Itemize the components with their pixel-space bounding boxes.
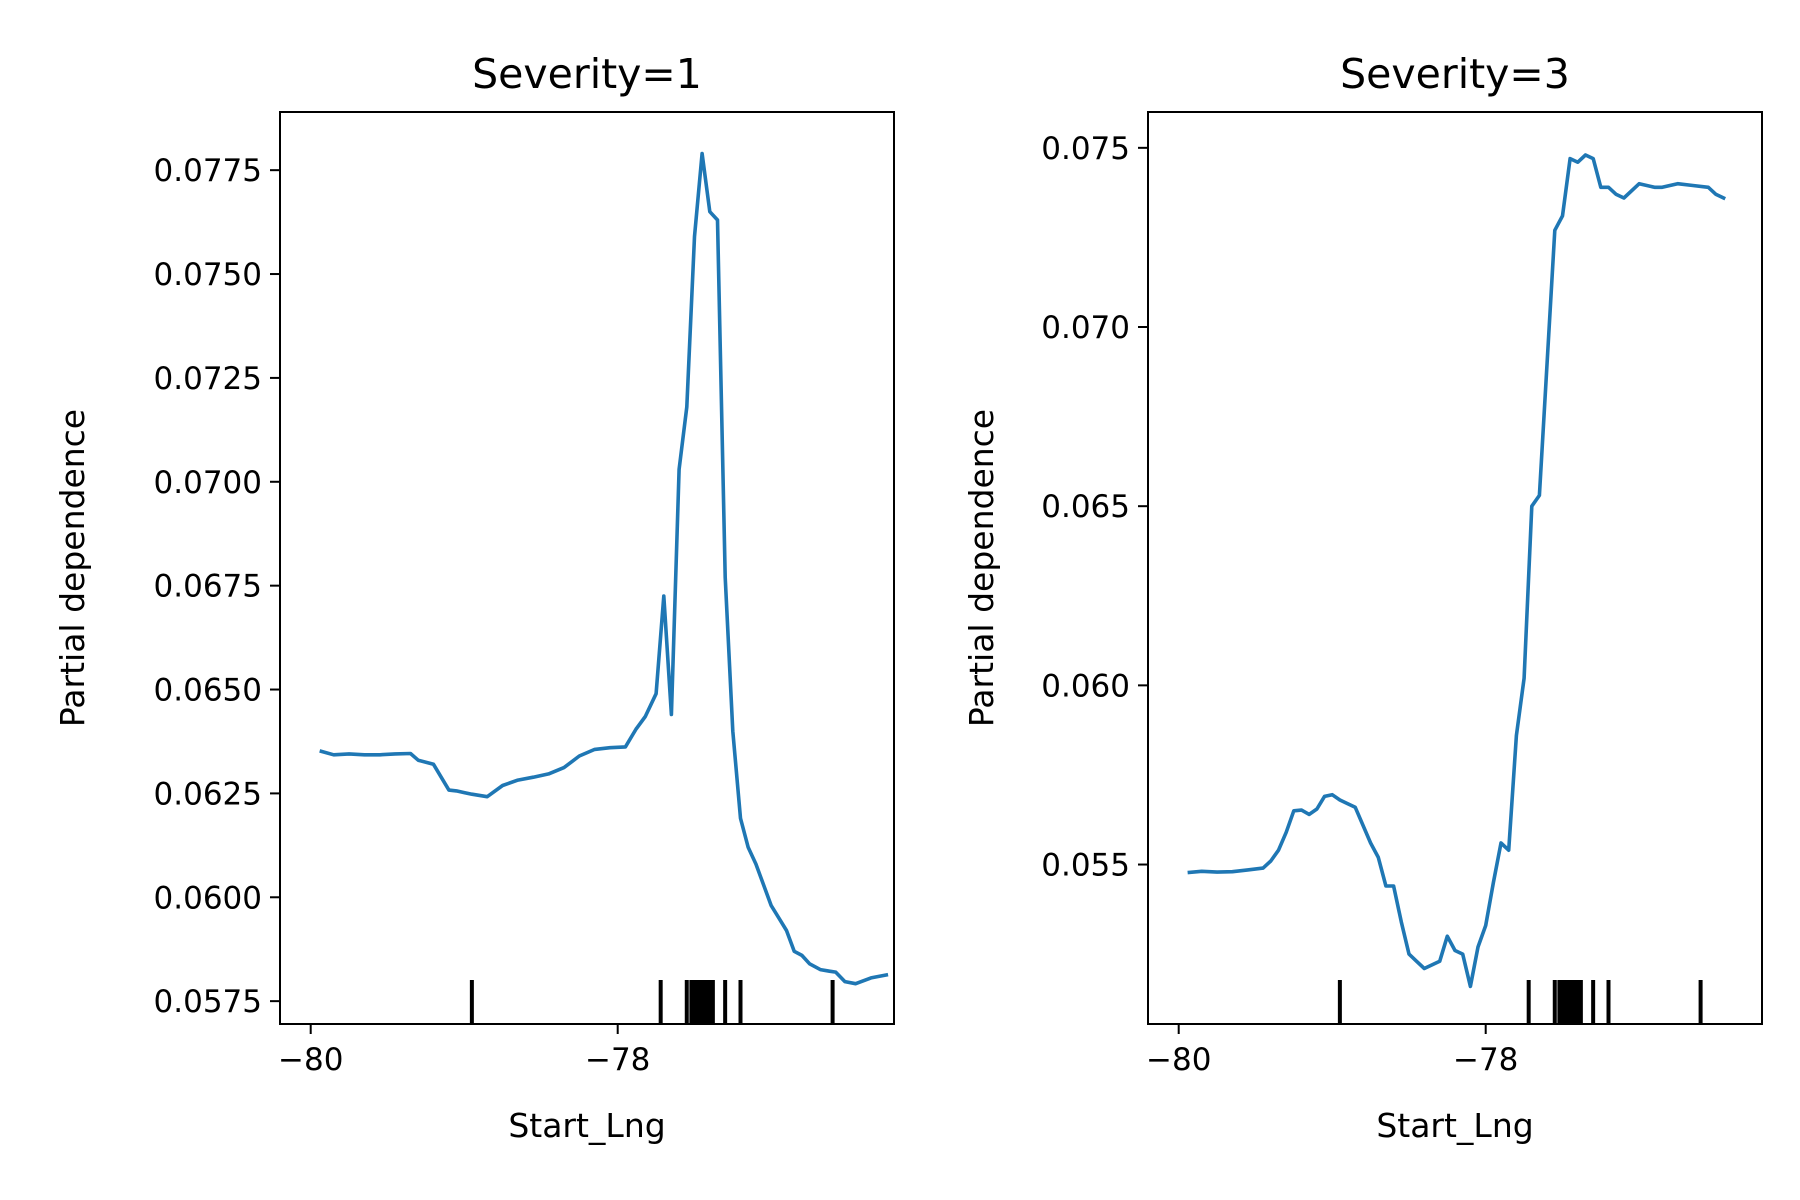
x-tick-label: −80 [1146,1042,1211,1078]
y-tick-label: 0.0575 [154,984,262,1020]
axes-frame [1147,111,1763,1025]
panel-severity-3: Severity=3 Start_Lng Partial dependence … [962,50,1763,1145]
y-tick-label: 0.060 [1041,668,1130,704]
x-tick-label: −78 [1453,1042,1518,1078]
series-line [1187,153,1726,989]
x-tick-label: −80 [278,1042,343,1078]
chart-title: Severity=3 [1340,50,1570,98]
series-line [319,151,889,986]
y-tick-label: 0.065 [1041,489,1130,525]
y-tick-label: 0.0675 [154,569,262,605]
x-tick-label: −78 [585,1042,650,1078]
y-axis-label: Partial dependence [53,409,92,727]
y-tick-label: 0.0750 [154,257,262,293]
y-tick-label: 0.075 [1041,131,1130,167]
axes-frame [279,111,895,1025]
y-axis-label: Partial dependence [962,409,1001,727]
x-axis-label: Start_Lng [508,1106,665,1145]
y-tick-label: 0.070 [1041,310,1130,346]
y-tick-label: 0.0775 [154,153,262,189]
y-tick-label: 0.0725 [154,361,262,397]
y-tick-label: 0.0600 [154,880,262,916]
plot-area [319,151,889,1024]
plot-area [1187,153,1726,1024]
y-tick-label: 0.0625 [154,776,262,812]
y-tick-label: 0.055 [1041,848,1130,884]
panel-severity-1: Severity=1 Start_Lng Partial dependence … [53,50,895,1145]
chart-title: Severity=1 [472,50,702,98]
x-axis-label: Start_Lng [1376,1106,1533,1145]
y-tick-label: 0.0650 [154,673,262,709]
y-tick-label: 0.0700 [154,465,262,501]
